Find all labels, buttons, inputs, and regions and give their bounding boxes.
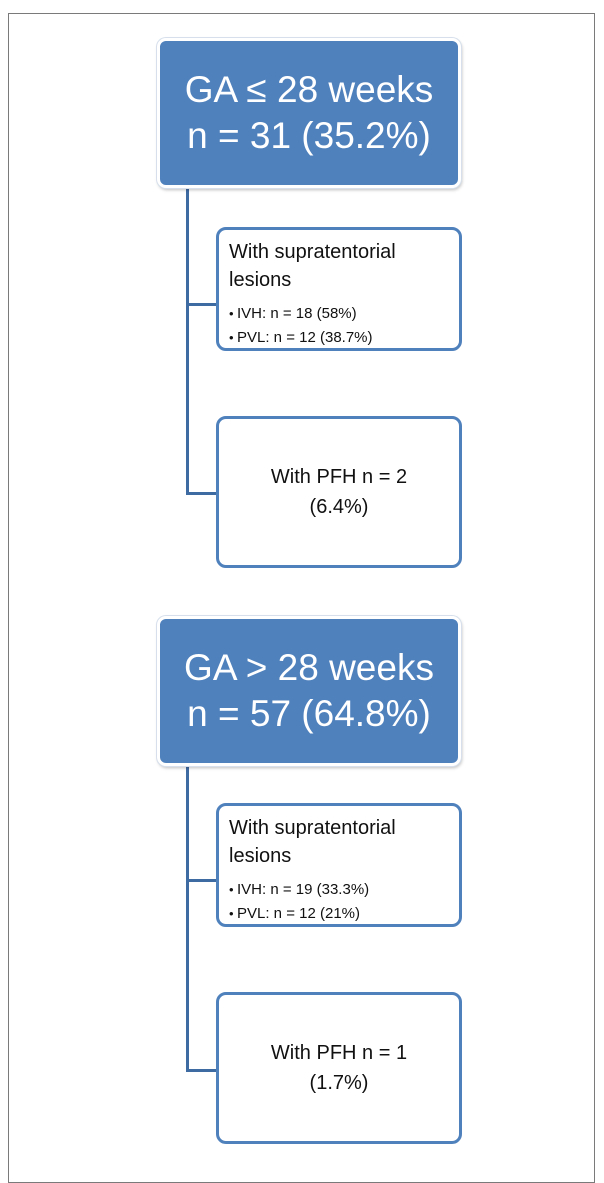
- group1-connector-vertical: [186, 186, 189, 495]
- group1-header-box: GA ≤ 28 weeks n = 31 (35.2%): [157, 38, 461, 188]
- group2-connector-vertical: [186, 765, 189, 1072]
- group2-connector-to-lesions: [186, 879, 218, 882]
- group1-lesion-item-ivh: • IVH: n = 18 (58%): [229, 302, 451, 326]
- group1-lesions-title-line1: With supratentorial: [229, 241, 396, 263]
- group2-lesion-item-pvl-text: PVL: n = 12 (21%): [237, 905, 360, 922]
- group2-pfh-box: With PFH n = 1 (1.7%): [216, 992, 462, 1144]
- group2-header-line2: n = 57 (64.8%): [187, 693, 431, 734]
- group2-lesions-title-line2: lesions: [229, 845, 292, 867]
- group2-lesions-list: • IVH: n = 19 (33.3%) • PVL: n = 12 (21%): [229, 878, 451, 926]
- group1-lesions-list: • IVH: n = 18 (58%) • PVL: n = 12 (38.7%): [229, 302, 451, 350]
- group1-pfh-box: With PFH n = 2 (6.4%): [216, 416, 462, 568]
- group2-lesions-box: With supratentorial lesions • IVH: n = 19…: [216, 803, 462, 927]
- group2-lesion-item-ivh-text: IVH: n = 19 (33.3%): [237, 881, 370, 898]
- group1-lesions-box: With supratentorial lesions • IVH: n = 18…: [216, 227, 462, 351]
- bullet-icon: •: [229, 882, 234, 897]
- group1-pfh-line2: (6.4%): [309, 496, 369, 518]
- bullet-icon: •: [229, 330, 234, 345]
- group2-header-box: GA > 28 weeks n = 57 (64.8%): [157, 616, 461, 766]
- bullet-icon: •: [229, 906, 234, 921]
- group1-pfh-line1: With PFH n = 2: [270, 466, 408, 488]
- figure-frame: [8, 13, 595, 1183]
- group1-lesion-item-ivh-text: IVH: n = 18 (58%): [237, 305, 357, 322]
- group2-pfh-line2: (1.7%): [309, 1072, 369, 1094]
- bullet-icon: •: [229, 306, 234, 321]
- group2-lesion-item-ivh: • IVH: n = 19 (33.3%): [229, 878, 451, 902]
- group2-connector-to-pfh: [186, 1069, 218, 1072]
- group1-lesions-title-line2: lesions: [229, 269, 292, 291]
- group2-lesion-item-pvl: • PVL: n = 12 (21%): [229, 902, 451, 926]
- group2-lesions-title-line1: With supratentorial: [229, 817, 396, 839]
- group1-connector-to-lesions: [186, 303, 218, 306]
- group1-header-line2: n = 31 (35.2%): [187, 115, 431, 156]
- group2-pfh-line1: With PFH n = 1: [270, 1042, 408, 1064]
- group1-lesion-item-pvl: • PVL: n = 12 (38.7%): [229, 326, 451, 350]
- group1-lesion-item-pvl-text: PVL: n = 12 (38.7%): [237, 329, 373, 346]
- group1-connector-to-pfh: [186, 492, 218, 495]
- group2-header-line1: GA > 28 weeks: [184, 647, 434, 688]
- group1-header-line1: GA ≤ 28 weeks: [184, 69, 434, 110]
